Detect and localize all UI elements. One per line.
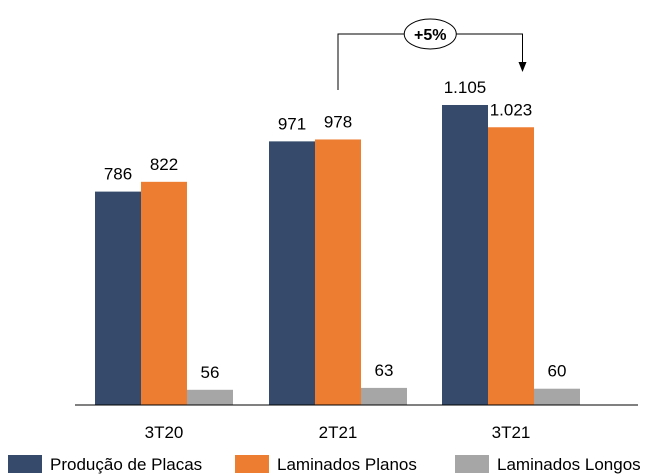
legend-swatch-1 — [235, 455, 269, 473]
bar-3t21-2 — [534, 388, 580, 405]
bar-3t21-0 — [442, 104, 488, 406]
annotation-badge — [403, 18, 457, 50]
legend-label-0: Produção de Placas — [50, 455, 202, 474]
value-label-3t20-1: 822 — [150, 155, 178, 174]
category-label-3t20: 3T20 — [145, 423, 184, 442]
legend: Produção de Placas Laminados Planos Lamina… — [8, 455, 641, 474]
legend-swatch-0 — [8, 455, 42, 473]
value-label-3t21-1: 1.023 — [490, 100, 533, 119]
category-label-3t21: 3T21 — [492, 423, 531, 442]
value-label-3t20-2: 56 — [201, 363, 220, 382]
growth-annotation: +5% — [337, 18, 527, 90]
value-label-3t21-0: 1.105 — [444, 78, 487, 97]
bar-2t21-1 — [315, 139, 361, 405]
category-label-2t21: 2T21 — [319, 423, 358, 442]
value-label-2t21-2: 63 — [375, 361, 394, 380]
value-label-3t21-2: 60 — [548, 362, 567, 381]
annotation-arrowhead — [518, 62, 527, 72]
legend-label-2: Laminados Longos — [497, 455, 641, 474]
value-label-2t21-1: 978 — [324, 112, 352, 131]
bar-3t20-2 — [187, 389, 233, 405]
bar-3t20-0 — [95, 191, 141, 405]
annotation-text: +5% — [414, 27, 446, 44]
category-labels-group: 3T20 2T21 3T21 — [145, 423, 531, 442]
bar-2t21-0 — [269, 141, 315, 405]
bar-3t21-1 — [488, 127, 534, 406]
bar-2t21-2 — [361, 387, 407, 405]
value-label-3t20-0: 786 — [104, 165, 132, 184]
legend-label-1: Laminados Planos — [277, 455, 417, 474]
bars-group — [95, 104, 580, 406]
value-label-2t21-0: 971 — [278, 114, 306, 133]
bar-3t20-1 — [141, 181, 187, 405]
legend-swatch-2 — [455, 455, 489, 473]
